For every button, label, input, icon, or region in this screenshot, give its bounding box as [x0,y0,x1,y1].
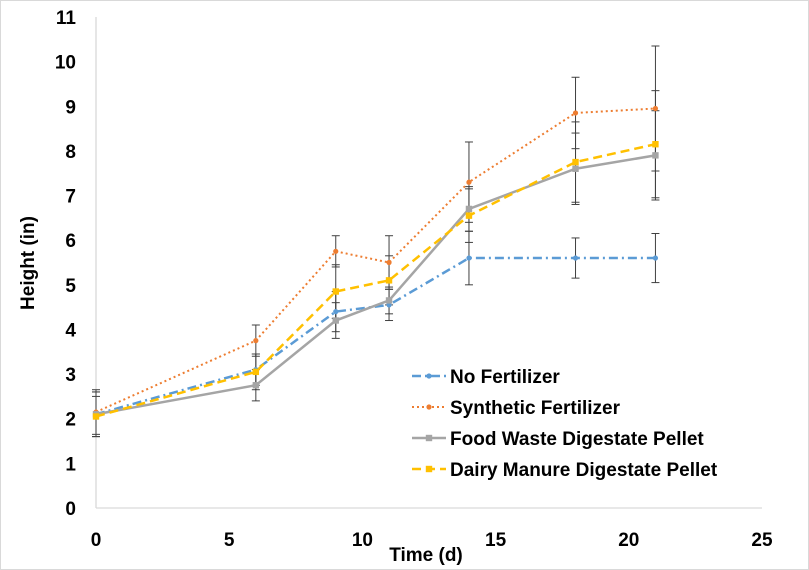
data-point-dairy-manure-digestate-pellet [332,288,339,295]
series-lines [95,107,656,418]
x-tick-label: 0 [91,530,102,551]
x-tick-label: 5 [224,530,235,551]
data-point-synthetic-fertilizer [333,248,339,254]
x-tick-label: 10 [352,530,373,551]
legend-label: Dairy Manure Digestate Pellet [450,460,718,481]
legend-entry-no-fertilizer: No Fertilizer [412,367,560,388]
y-tick-label: 9 [65,97,76,118]
y-tick-label: 11 [56,8,77,29]
y-tick-label: 10 [55,53,76,74]
data-point-dairy-manure-digestate-pellet [385,277,393,284]
y-tick-label: 0 [65,499,76,520]
series-line-no-fertilizer [95,256,656,416]
data-point-no-fertilizer [466,255,472,261]
data-point-food-waste-digestate-pellet [252,382,260,389]
data-point-synthetic-fertilizer [652,105,659,112]
data-point-dairy-manure-digestate-pellet [572,158,579,166]
series-line-dairy-manure-digestate-pellet [95,142,656,418]
data-point-dairy-manure-digestate-pellet [252,368,260,376]
legend: No Fertilizer Synthetic Fertilizer Food Wa… [412,367,718,481]
series-line-synthetic-fertilizer [95,107,656,413]
y-tick-label: 3 [65,365,76,386]
y-tick-label: 6 [65,231,76,252]
legend-entry-synthetic-fertilizer: Synthetic Fertilizer [412,398,621,419]
legend-entry-dairy-manure-digestate-pellet: Dairy Manure Digestate Pellet [412,460,718,481]
legend-swatch-marker [426,373,432,379]
data-point-food-waste-digestate-pellet [332,317,339,324]
data-point-no-fertilizer [652,255,659,261]
x-axis-title: Time (d) [389,545,463,566]
y-tick-label: 2 [65,410,76,431]
legend-label: No Fertilizer [450,367,560,388]
y-tick-label: 7 [65,187,76,208]
legend-entry-food-waste-digestate-pellet: Food Waste Digestate Pellet [412,429,704,450]
data-point-no-fertilizer [333,309,339,315]
data-point-dairy-manure-digestate-pellet [652,141,659,148]
series-markers [92,105,659,420]
y-tick-label: 8 [65,142,76,163]
data-point-dairy-manure-digestate-pellet [465,212,473,219]
legend-swatch-marker [425,434,433,442]
y-axis-title: Height (in) [18,216,39,310]
data-point-synthetic-fertilizer [253,338,259,344]
legend-label: Synthetic Fertilizer [450,398,621,419]
data-point-dairy-manure-digestate-pellet [92,413,100,420]
data-point-food-waste-digestate-pellet [652,152,659,159]
data-point-synthetic-fertilizer [466,179,472,185]
data-point-food-waste-digestate-pellet [465,205,473,213]
y-tick-label: 4 [65,320,76,341]
data-point-no-fertilizer [572,255,579,261]
error-bars [92,45,660,438]
data-point-synthetic-fertilizer [572,110,579,116]
y-tick-labels: 0 1 2 3 4 5 6 7 8 9 10 11 [55,8,77,520]
y-tick-label: 1 [65,454,76,475]
data-point-food-waste-digestate-pellet [572,165,579,172]
legend-swatch-marker [425,465,433,473]
legend-label: Food Waste Digestate Pellet [450,429,704,450]
legend-swatch-marker [426,404,432,410]
x-tick-label: 15 [485,530,507,551]
y-tick-label: 5 [65,276,76,297]
x-tick-label: 20 [618,530,639,551]
data-point-food-waste-digestate-pellet [385,297,393,304]
data-point-synthetic-fertilizer [386,259,392,266]
x-tick-labels: 0 5 10 15 20 25 [91,530,773,551]
x-tick-label: 25 [751,530,773,551]
